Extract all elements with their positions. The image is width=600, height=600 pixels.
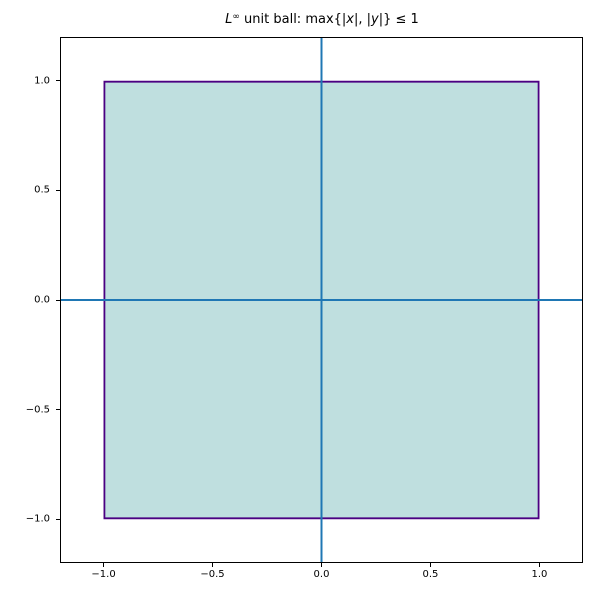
x-tick-label: 1.0 bbox=[531, 569, 548, 580]
title-part: |, | bbox=[354, 12, 372, 27]
y-tick-mark bbox=[56, 299, 60, 301]
y-tick-label: 1.0 bbox=[34, 75, 50, 87]
x-tick-label: 0.5 bbox=[422, 569, 439, 580]
x-tick-label: 0.0 bbox=[313, 569, 330, 580]
y-tick-mark bbox=[56, 518, 60, 520]
title-part: ∞ bbox=[232, 12, 240, 22]
title-part: |} ≤ 1 bbox=[378, 12, 419, 27]
x-tick-mark bbox=[538, 563, 540, 567]
y-tick-mark bbox=[56, 80, 60, 82]
x-tick-mark bbox=[429, 563, 431, 567]
title-part: x bbox=[346, 12, 355, 27]
x-tick-label: −1.0 bbox=[91, 569, 116, 580]
chart-title: L∞ unit ball: max{|x|, |y|} ≤ 1 bbox=[225, 12, 419, 27]
y-tick-label: 0.5 bbox=[34, 184, 50, 196]
x-tick-label: −0.5 bbox=[200, 569, 225, 580]
y-tick-label: 0.0 bbox=[34, 294, 50, 306]
title-part: y bbox=[371, 12, 379, 27]
x-tick-mark bbox=[103, 563, 105, 567]
y-tick-label: −1.0 bbox=[25, 513, 50, 525]
y-tick-mark bbox=[56, 189, 60, 191]
plot-area bbox=[60, 37, 583, 563]
plot-canvas bbox=[61, 38, 582, 562]
title-part: unit ball: max{| bbox=[239, 12, 347, 27]
x-tick-mark bbox=[321, 563, 322, 567]
y-tick-label: −0.5 bbox=[25, 404, 50, 416]
y-tick-mark bbox=[56, 409, 60, 411]
title-part: L bbox=[225, 12, 233, 27]
x-tick-mark bbox=[212, 563, 214, 567]
